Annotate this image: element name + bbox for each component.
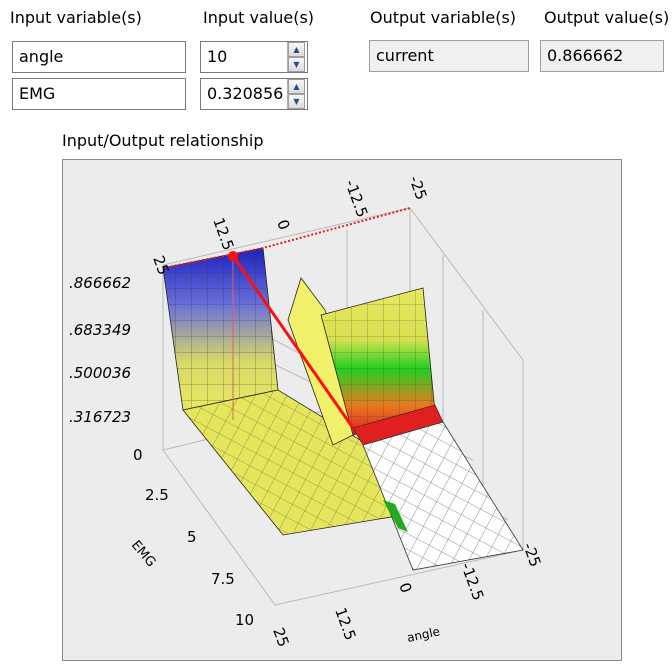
operating-point-marker[interactable] bbox=[228, 251, 238, 261]
angle-tick-label: -12.5 bbox=[457, 560, 487, 603]
emg-tick-label: 7.5 bbox=[211, 570, 235, 588]
angle-axis-label: angle bbox=[406, 624, 441, 645]
z-tick-label: .316723 bbox=[69, 408, 131, 426]
output-variable-current: current bbox=[369, 40, 529, 72]
z-tick-label: .866662 bbox=[69, 274, 131, 292]
operating-point-line bbox=[231, 255, 355, 429]
z-tick-label: .500036 bbox=[69, 364, 131, 382]
emg-spinner[interactable]: ▲ ▼ bbox=[287, 79, 305, 109]
input-variable-angle[interactable]: angle bbox=[12, 41, 186, 73]
emg-tick-label: 0 bbox=[133, 446, 143, 464]
angle-spinner[interactable]: ▲ ▼ bbox=[287, 42, 305, 72]
angle-top-tick-label: 12.5 bbox=[209, 215, 237, 253]
angle-tick-label: 0 bbox=[395, 580, 415, 595]
emg-tick-label: 5 bbox=[187, 528, 197, 546]
surface-green-sliver bbox=[383, 500, 408, 532]
output-value-current: 0.866662 bbox=[540, 40, 664, 72]
input-variable-emg[interactable]: EMG bbox=[12, 78, 186, 110]
angle-top-tick-label: 25 bbox=[149, 253, 172, 277]
angle-tick-label: 25 bbox=[269, 625, 292, 649]
surface-plot[interactable]: .866662 .683349 .500036 .316723 0 2.5 5 … bbox=[62, 159, 622, 661]
angle-decrement-button[interactable]: ▼ bbox=[288, 57, 305, 72]
output-variables-header: Output variable(s) bbox=[370, 8, 517, 27]
input-variables-header: Input variable(s) bbox=[10, 8, 142, 27]
angle-top-tick-label: 0 bbox=[273, 217, 293, 232]
input-values-header: Input value(s) bbox=[203, 8, 315, 27]
input-value-emg-text: 0.320856 bbox=[207, 84, 284, 103]
input-value-angle-text: 10 bbox=[207, 47, 228, 66]
plot-title: Input/Output relationship bbox=[62, 131, 264, 150]
angle-tick-label: 12.5 bbox=[331, 605, 359, 643]
angle-increment-button[interactable]: ▲ bbox=[288, 42, 305, 57]
emg-increment-button[interactable]: ▲ bbox=[288, 79, 305, 94]
top-edge-marker-line bbox=[162, 207, 411, 269]
emg-tick-label: 10 bbox=[235, 611, 254, 629]
emg-decrement-button[interactable]: ▼ bbox=[288, 94, 305, 109]
emg-tick-label: 2.5 bbox=[145, 486, 169, 504]
output-values-header: Output value(s) bbox=[544, 8, 670, 27]
surface-plot-canvas: .866662 .683349 .500036 .316723 0 2.5 5 … bbox=[69, 173, 545, 649]
angle-tick-label: -25 bbox=[519, 540, 544, 569]
angle-top-tick-label: -12.5 bbox=[341, 177, 371, 220]
angle-top-tick-label: -25 bbox=[405, 173, 430, 202]
z-tick-label: .683349 bbox=[69, 321, 131, 339]
emg-axis-label: EMG bbox=[128, 538, 158, 570]
